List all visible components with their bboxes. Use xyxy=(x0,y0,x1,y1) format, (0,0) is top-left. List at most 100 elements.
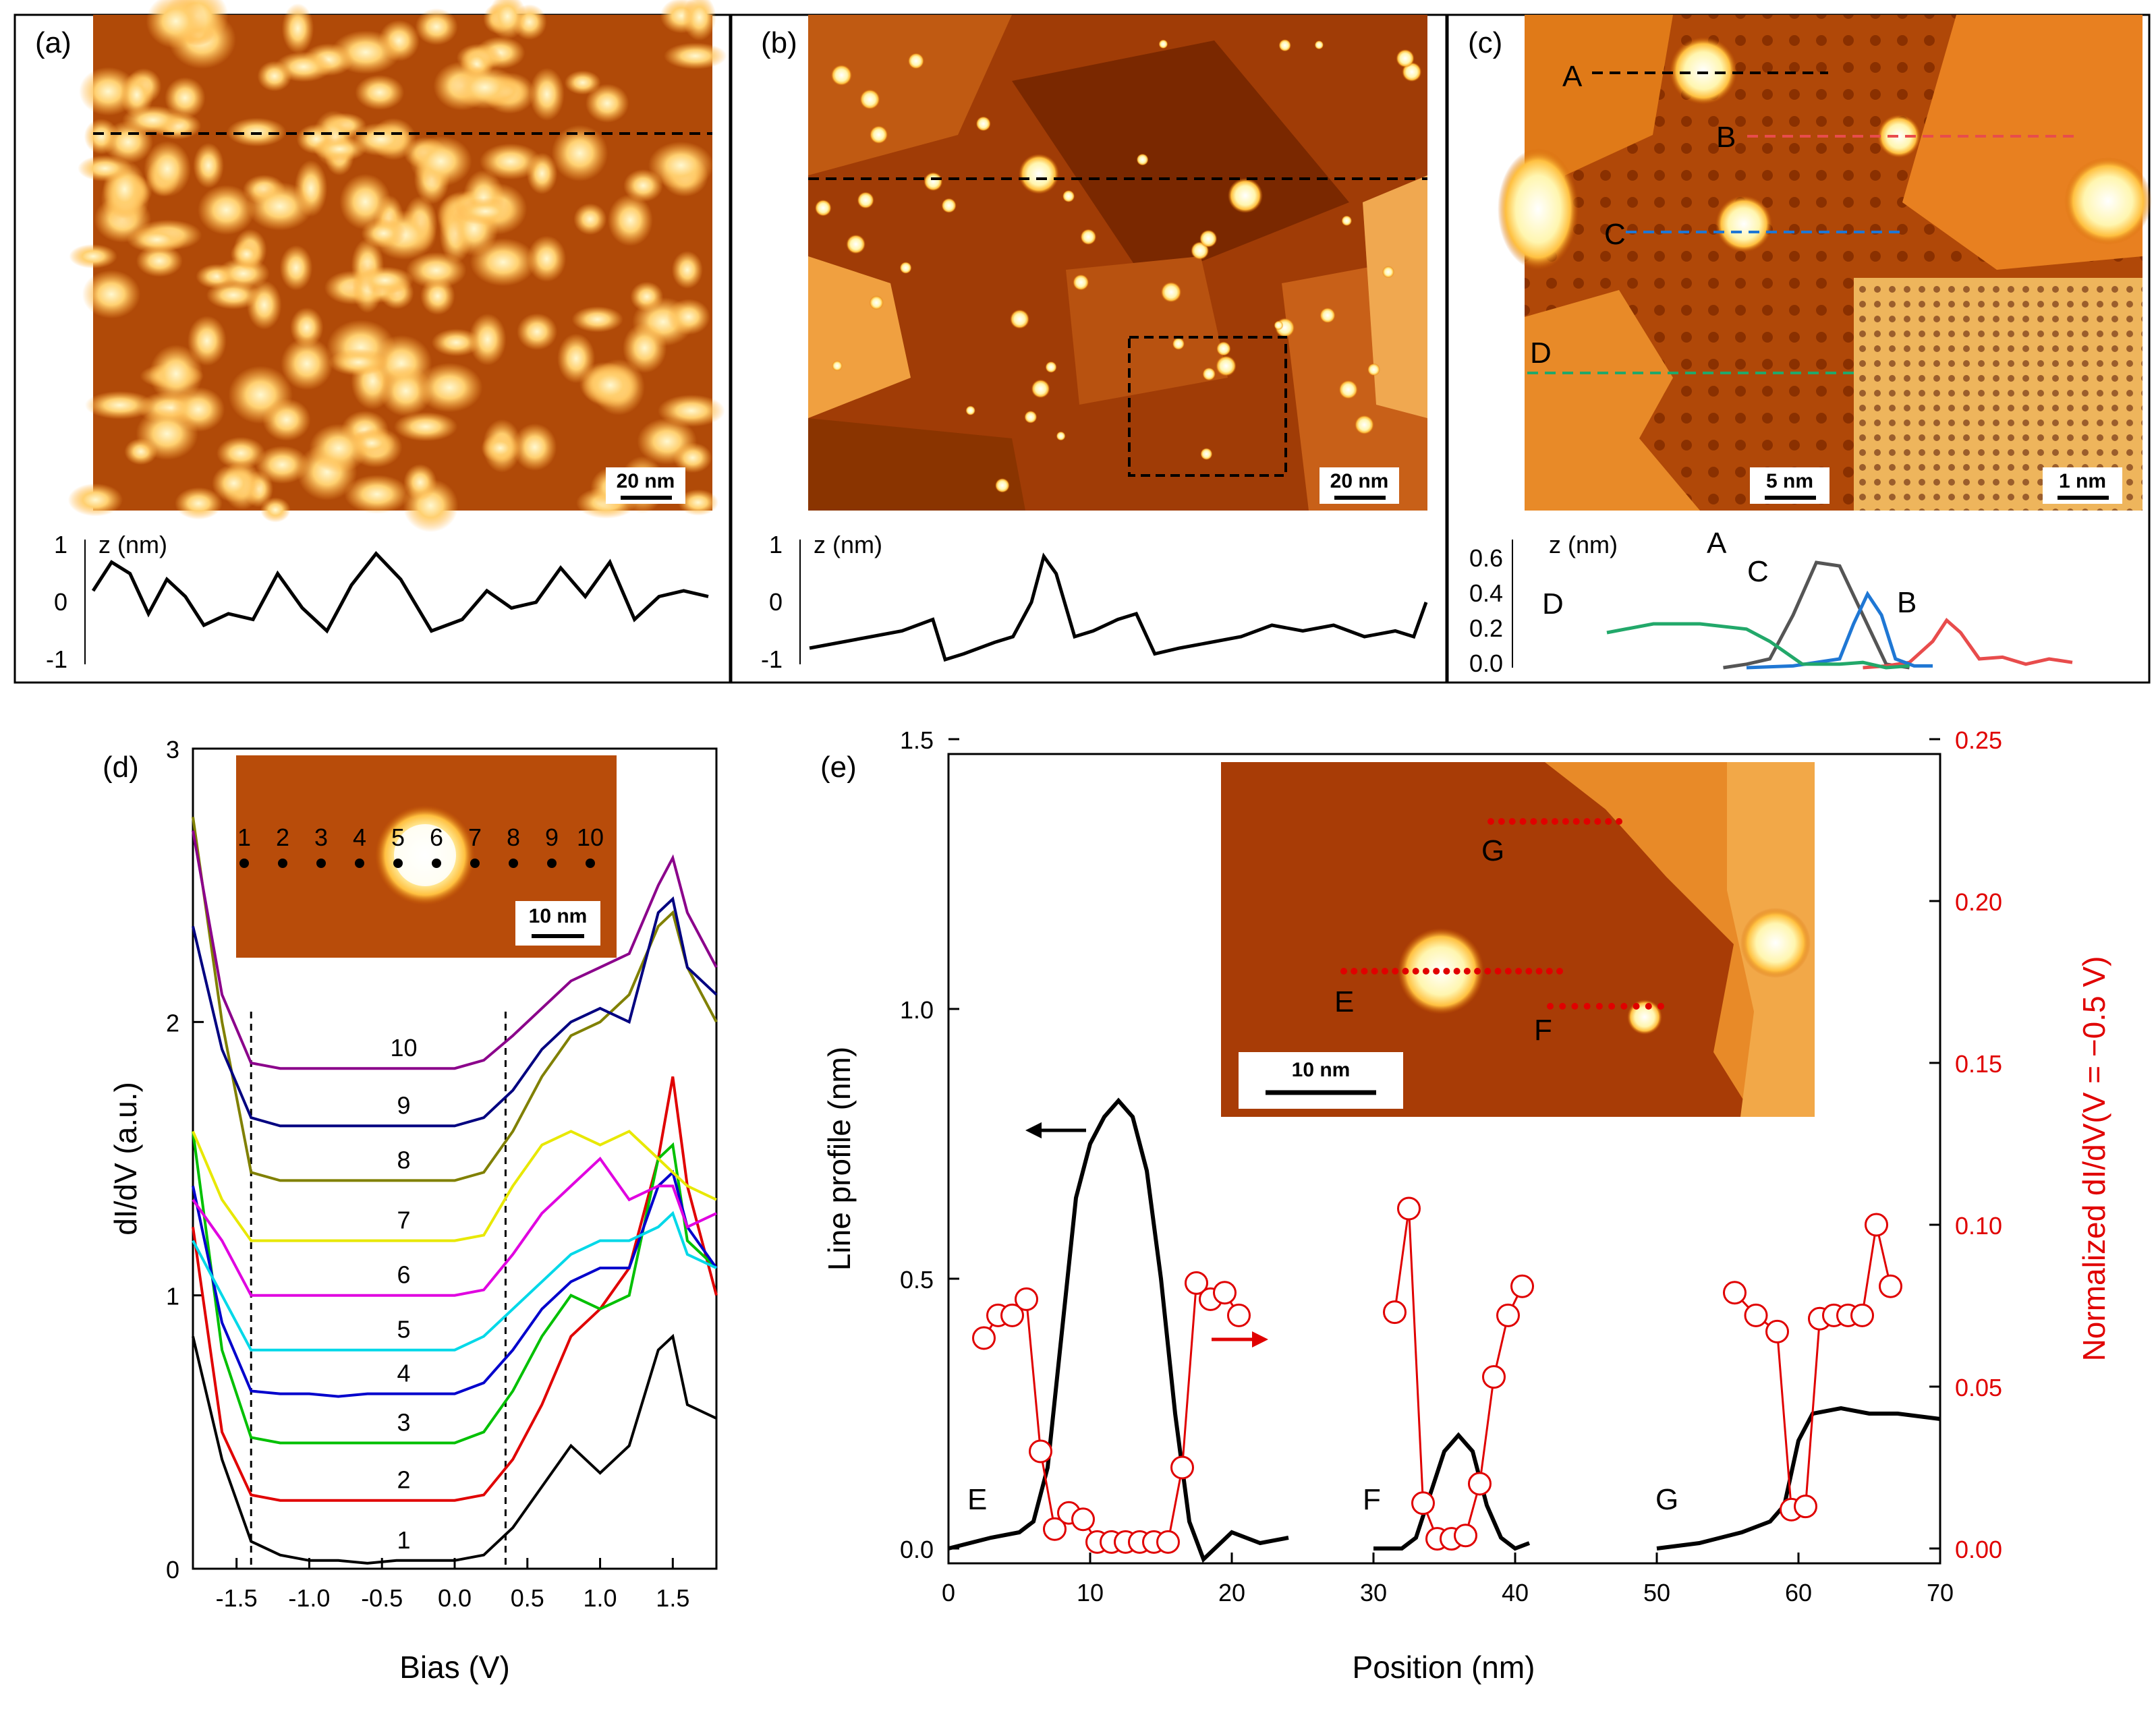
spectrum-location xyxy=(1340,968,1347,975)
grain xyxy=(415,8,458,46)
spectrum-location xyxy=(1547,1003,1554,1010)
measurement-point xyxy=(586,859,595,868)
measurement-point xyxy=(278,859,287,868)
adatom xyxy=(1172,337,1185,350)
adatom xyxy=(1278,39,1291,52)
adatom xyxy=(995,477,1010,493)
segment-label: E xyxy=(967,1483,987,1516)
spectrum-location xyxy=(1498,818,1505,825)
adatom xyxy=(1320,307,1336,324)
didv-point xyxy=(1213,1281,1237,1305)
didv-point xyxy=(1029,1439,1052,1464)
panel-e-ylabel: Line profile (nm) xyxy=(822,1047,857,1271)
panel-d-xlabel: Bias (V) xyxy=(399,1650,510,1685)
grain xyxy=(488,0,527,40)
didv-point xyxy=(1496,1303,1520,1327)
grain xyxy=(67,483,123,517)
adatom xyxy=(832,360,843,372)
panel-b-profile-chart: 1 0 -1 z (nm) xyxy=(761,531,1428,673)
grain xyxy=(355,75,405,111)
adatom xyxy=(924,172,943,192)
spectrum-location xyxy=(1657,1003,1664,1010)
grain xyxy=(678,489,718,516)
adatom xyxy=(1199,229,1218,248)
didv-line xyxy=(1734,1224,1892,1511)
grain xyxy=(212,463,256,502)
spectrum-location xyxy=(1595,1003,1603,1010)
spectrum-location xyxy=(1508,818,1516,825)
panel-c-stm-image: A B C D 5 nm 1 nm xyxy=(1498,15,2152,511)
line-cut-label: D xyxy=(1530,337,1552,370)
didv-point xyxy=(1482,1365,1506,1389)
grain xyxy=(585,84,629,123)
curve-label: C xyxy=(1747,555,1769,588)
grain xyxy=(290,307,324,348)
right-axis-arrow xyxy=(1212,1331,1268,1348)
adatom xyxy=(1136,153,1149,166)
adatom xyxy=(1314,40,1324,50)
spectrum-location xyxy=(1371,968,1378,975)
panel-c-ytick: 0.4 xyxy=(1469,579,1503,607)
grain xyxy=(682,0,716,41)
measurement-point-label: 9 xyxy=(545,823,559,851)
measurement-point xyxy=(470,859,480,868)
adatom xyxy=(814,199,832,216)
grain xyxy=(260,497,291,523)
panel-e-inset: G E F 10 nm xyxy=(1221,762,1815,1117)
spectrum-location xyxy=(1412,968,1419,975)
spectrum-location xyxy=(1519,818,1527,825)
grain xyxy=(69,243,117,269)
x-tick-label: 10 xyxy=(1077,1579,1104,1606)
grain xyxy=(648,141,714,190)
adatom xyxy=(1367,363,1380,376)
spectrum-location xyxy=(1487,818,1494,825)
didv-point xyxy=(1000,1303,1024,1327)
didv-point xyxy=(1794,1495,1817,1519)
panel-b-ytick: -1 xyxy=(761,645,783,673)
y-tick-right-label: 0.00 xyxy=(1955,1536,2002,1563)
y-tick-label: 0.5 xyxy=(900,1266,934,1294)
measurement-point-label: 5 xyxy=(391,823,405,851)
measurement-point-label: 7 xyxy=(468,823,482,851)
panel-e-label: (e) xyxy=(820,751,857,784)
didv-point xyxy=(1170,1455,1194,1480)
adatom-c xyxy=(1715,196,1772,252)
grain xyxy=(479,143,542,180)
panel-a-ylabel: z (nm) xyxy=(98,531,167,558)
x-tick-label: 0.0 xyxy=(438,1584,472,1612)
grain xyxy=(451,65,519,109)
measurement-point-label: 2 xyxy=(276,823,289,851)
adatom xyxy=(830,64,853,86)
measurement-point xyxy=(355,859,364,868)
panel-b-label: (b) xyxy=(761,26,797,59)
spectrum-location xyxy=(1504,968,1512,975)
y-tick-label: 3 xyxy=(166,736,179,763)
grain xyxy=(262,399,311,441)
grain xyxy=(481,433,520,463)
grain xyxy=(309,424,368,473)
spectrum-location xyxy=(1463,968,1471,975)
line-profile xyxy=(948,1097,1289,1563)
grain xyxy=(356,266,414,295)
spectrum-label: 6 xyxy=(397,1261,411,1289)
measurement-point-label: 3 xyxy=(314,823,328,851)
spectrum-5 xyxy=(192,1211,717,1352)
grain xyxy=(403,464,437,501)
panel-a-scale-bar-label: 20 nm xyxy=(617,470,675,492)
y-tick-right-label: 0.20 xyxy=(1955,888,2002,916)
profile-curve-d xyxy=(1606,622,1910,670)
spectrum-8 xyxy=(192,817,718,1182)
adatom xyxy=(907,53,924,69)
adatom xyxy=(1062,190,1075,202)
adatom xyxy=(1045,361,1057,373)
adatom xyxy=(1216,341,1231,356)
spectrum-location xyxy=(1620,1003,1628,1010)
adatom xyxy=(857,192,874,209)
spectrum-location xyxy=(1583,1003,1591,1010)
adatom xyxy=(1354,415,1374,435)
y-tick-label: 1 xyxy=(166,1283,179,1310)
panel-b-stm-image: 20 nm xyxy=(808,15,1427,511)
grain xyxy=(281,337,333,390)
spectrum-location xyxy=(1361,968,1368,975)
